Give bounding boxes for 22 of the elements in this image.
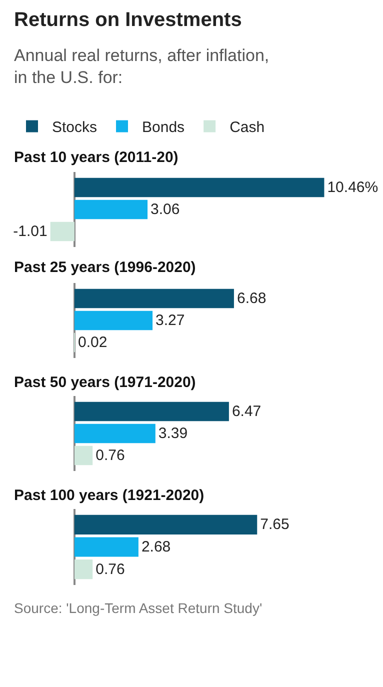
- source-note: Source: 'Long-Term Asset Return Study': [14, 600, 262, 616]
- data-label: 2.68: [141, 538, 171, 556]
- data-label: 0.76: [96, 560, 125, 578]
- data-label: 0.76: [96, 447, 125, 464]
- data-label: 3.27: [156, 312, 185, 329]
- chart-title: Returns on Investments: [14, 9, 242, 31]
- text: Past 25 years (1996-2020): [14, 259, 196, 276]
- data-label: 6.68: [236, 290, 266, 307]
- data-label: 3.06: [150, 201, 180, 218]
- data-label: 0.02: [78, 334, 108, 351]
- text: Past 10 years (2011-20): [14, 149, 178, 166]
- text: Past 100 years (1921-2020): [14, 487, 204, 504]
- data-label: -1.01: [13, 223, 48, 240]
- legend-label: Stocks: [52, 119, 98, 136]
- data-label: 3.39: [158, 425, 188, 442]
- legend-label: Bonds: [142, 119, 185, 136]
- legend-label: Cash: [230, 119, 265, 136]
- chart-subtitle: Annual real returns, after inflation, in the U.S. for:: [14, 46, 270, 88]
- data-label: 6.47: [232, 403, 262, 420]
- text: Past 50 years (1971-2020): [14, 374, 196, 391]
- data-label: 10.46%: [327, 179, 378, 196]
- data-label: 7.65: [260, 516, 290, 534]
